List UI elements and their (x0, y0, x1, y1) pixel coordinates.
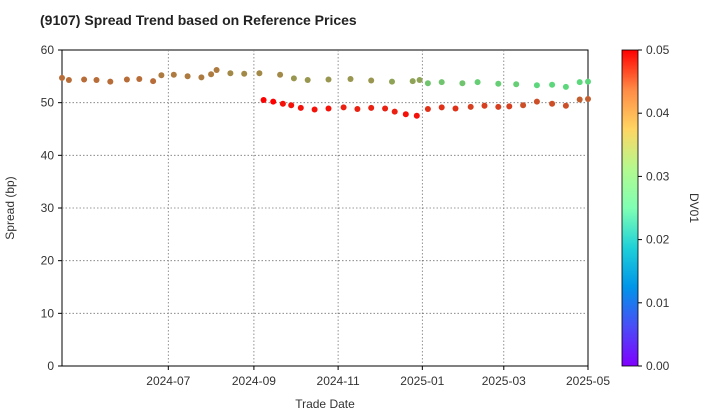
data-point (495, 103, 502, 110)
data-point (158, 72, 165, 79)
data-point (260, 97, 267, 103)
x-axis-label: Trade Date (295, 397, 355, 411)
data-point (438, 79, 445, 86)
data-point (208, 71, 215, 78)
data-point (438, 104, 445, 111)
data-point (150, 78, 157, 85)
data-point (391, 108, 398, 115)
chart-title: (9107) Spread Trend based on Reference P… (40, 12, 357, 28)
data-point (198, 74, 205, 81)
data-point (136, 76, 143, 82)
data-point (59, 74, 65, 81)
colorbar-tick-label: 0.01 (646, 296, 670, 310)
data-point (549, 100, 556, 107)
data-point (459, 80, 466, 87)
x-tick-label: 2024-11 (317, 374, 360, 388)
data-point (474, 79, 481, 86)
data-point (227, 70, 234, 77)
data-point (123, 76, 130, 83)
data-point (340, 104, 347, 111)
data-point (213, 67, 220, 73)
colorbar-label: DV01 (687, 193, 701, 223)
data-point (93, 77, 100, 83)
y-tick-label: 0 (47, 359, 54, 373)
colorbar-tick-label: 0.05 (646, 43, 670, 57)
data-point (325, 105, 332, 112)
data-point (452, 105, 459, 112)
data-point (311, 106, 318, 113)
data-point (424, 106, 431, 112)
colorbar-tick-label: 0.00 (646, 359, 670, 373)
plot-area: 0 10 20 30 40 50 60 2024-07 2024-09 2024-11 2025-… (41, 43, 611, 388)
data-point (413, 112, 420, 119)
x-tick-label: 2024-09 (232, 374, 276, 388)
colorbar-ticks: 0.00 0.01 0.02 0.03 0.04 0.05 (638, 43, 670, 373)
data-point (506, 103, 513, 110)
data-point (170, 71, 177, 78)
data-point (277, 71, 284, 78)
colorbar-tick-label: 0.03 (646, 169, 670, 183)
data-point (409, 78, 416, 85)
data-point (520, 102, 527, 109)
data-point (467, 103, 474, 110)
data-point (402, 111, 409, 118)
data-point (424, 80, 431, 87)
data-point (481, 102, 488, 109)
data-point (585, 78, 591, 85)
data-point (389, 78, 395, 85)
data-point (382, 105, 389, 112)
y-tick-label: 30 (41, 201, 55, 215)
data-point (562, 102, 569, 109)
x-tick-label: 2025-05 (566, 374, 610, 388)
data-point (325, 76, 332, 83)
y-tick-label: 40 (41, 148, 55, 162)
y-tick-label: 60 (41, 43, 55, 57)
data-point (576, 79, 583, 86)
y-tick-label: 20 (41, 254, 55, 268)
x-tick-label: 2025-03 (482, 374, 526, 388)
y-axis-ticks: 0 10 20 30 40 50 60 (41, 43, 62, 373)
data-point (513, 81, 520, 88)
data-point (354, 106, 361, 112)
data-points (59, 67, 591, 119)
data-point (416, 77, 423, 83)
x-axis-ticks: 2024-07 2024-09 2024-11 2025-01 2025-03 2025-… (146, 366, 610, 388)
colorbar: 0.00 0.01 0.02 0.03 0.04 0.05 DV01 (621, 43, 701, 373)
data-point (304, 77, 311, 83)
data-point (290, 75, 297, 82)
data-point (549, 81, 556, 88)
data-point (347, 76, 354, 82)
data-point (81, 76, 88, 83)
y-tick-label: 10 (41, 306, 55, 320)
data-point (562, 83, 569, 90)
data-point (107, 78, 114, 85)
data-point (288, 102, 295, 109)
data-point (256, 70, 263, 77)
data-point (533, 98, 540, 105)
data-point (533, 82, 540, 89)
data-point (368, 77, 375, 84)
colorbar-tick-label: 0.02 (646, 233, 670, 247)
data-point (65, 77, 72, 83)
data-point (270, 98, 277, 105)
colorbar-tick-label: 0.04 (646, 106, 670, 120)
data-point (184, 73, 191, 80)
data-point (279, 100, 286, 107)
grid-lines (62, 50, 588, 366)
data-point (585, 96, 591, 102)
data-point (495, 80, 502, 87)
data-point (241, 70, 248, 77)
data-point (368, 104, 375, 111)
y-axis-label: Spread (bp) (3, 176, 17, 239)
x-tick-label: 2024-07 (146, 374, 190, 388)
y-tick-label: 50 (41, 96, 55, 110)
data-point (297, 104, 304, 111)
colorbar-gradient (621, 49, 639, 367)
data-point (576, 96, 583, 103)
x-tick-label: 2025-01 (400, 374, 444, 388)
